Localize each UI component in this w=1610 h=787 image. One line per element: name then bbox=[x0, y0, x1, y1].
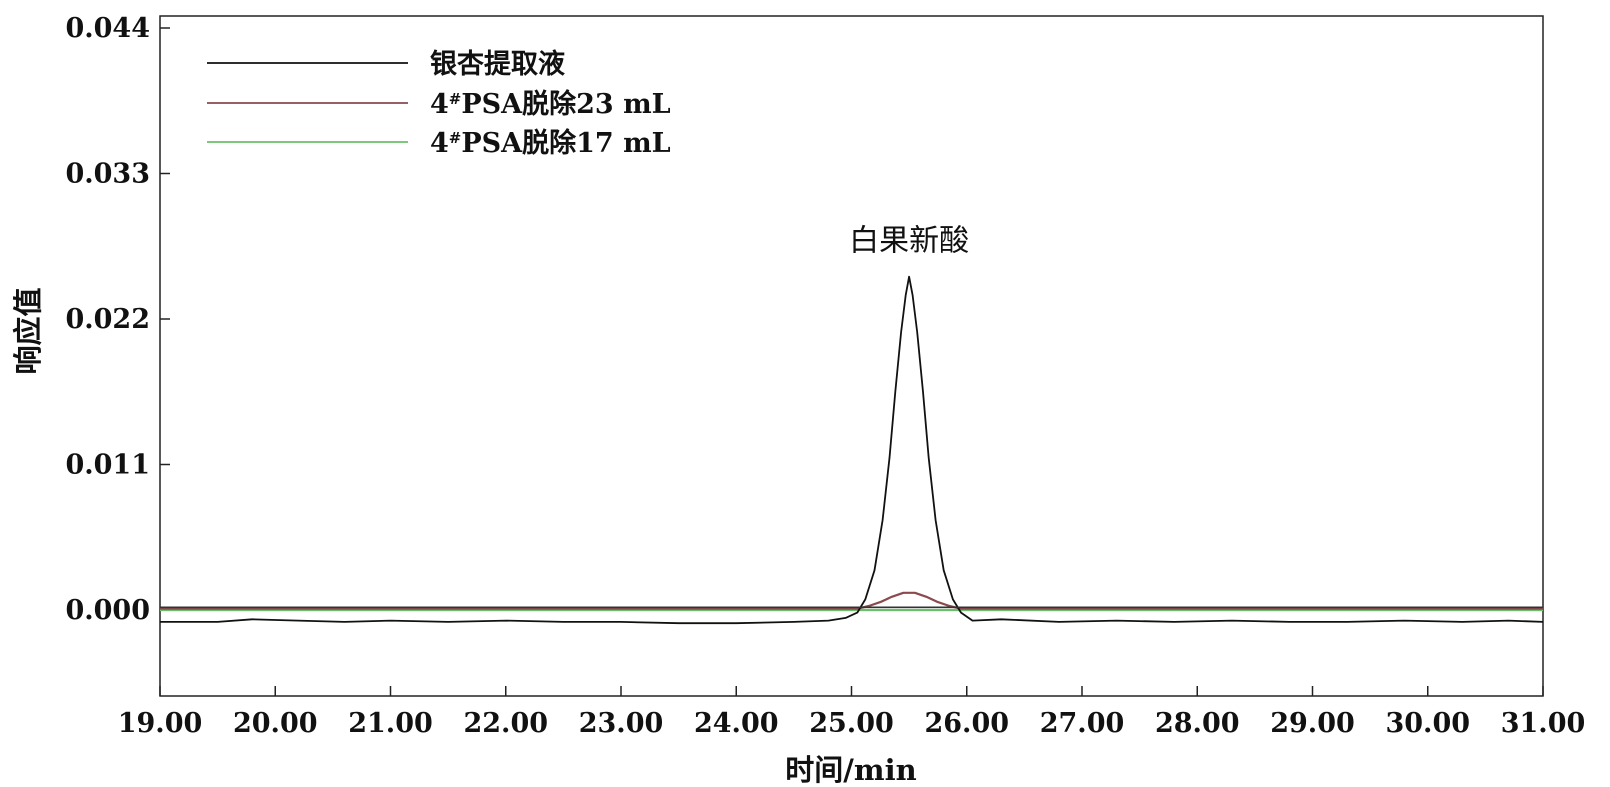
x-tick-label: 29.00 bbox=[1270, 708, 1355, 739]
x-tick-label: 31.00 bbox=[1501, 708, 1586, 739]
axis-ticks: 19.00 20.00 21.00 22.00 23.00 24.00 25.00 26.00… bbox=[65, 13, 1585, 739]
y-tick-label: 0.033 bbox=[65, 159, 150, 190]
series-line bbox=[160, 591, 1543, 610]
x-tick-label: 27.00 bbox=[1040, 708, 1125, 739]
y-tick-label: 0.011 bbox=[65, 450, 150, 481]
x-tick-label: 28.00 bbox=[1155, 708, 1240, 739]
legend: 银杏提取液 4#PSA脱除23 mL 4#PSA脱除17 mL bbox=[207, 49, 671, 159]
y-tick-label: 0.000 bbox=[65, 595, 150, 626]
x-tick-label: 23.00 bbox=[579, 708, 664, 739]
y-axis-title: 响应值 bbox=[11, 287, 45, 374]
x-tick-label: 21.00 bbox=[348, 708, 433, 739]
peak-annotation: 白果新酸 bbox=[849, 223, 969, 258]
legend-label: 银杏提取液 bbox=[430, 49, 565, 80]
x-tick-label: 25.00 bbox=[809, 708, 894, 739]
x-tick-label: 24.00 bbox=[694, 708, 779, 739]
x-tick-label: 19.00 bbox=[118, 708, 203, 739]
series-line bbox=[160, 275, 1544, 625]
legend-label: 4#PSA脱除17 mL bbox=[430, 127, 671, 159]
x-tick-label: 30.00 bbox=[1385, 708, 1470, 739]
x-tick-label: 26.00 bbox=[924, 708, 1009, 739]
series-layer bbox=[160, 275, 1544, 625]
x-tick-label: 20.00 bbox=[233, 708, 318, 739]
y-tick-label: 0.022 bbox=[65, 304, 150, 335]
plot-frame bbox=[159, 15, 1544, 697]
x-axis-title: 时间/min bbox=[785, 753, 916, 787]
x-tick-label: 22.00 bbox=[463, 708, 548, 739]
legend-label: 4#PSA脱除23 mL bbox=[430, 88, 671, 120]
y-tick-label: 0.044 bbox=[65, 13, 150, 44]
